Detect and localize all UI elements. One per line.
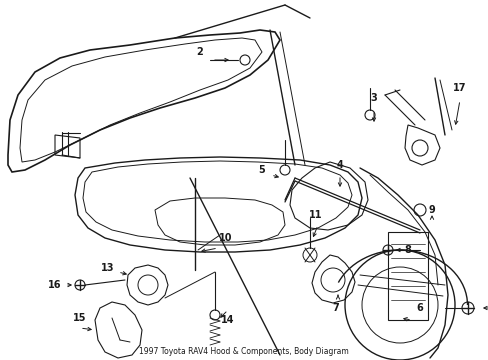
Text: 8: 8 — [404, 245, 410, 255]
Text: 11: 11 — [308, 210, 322, 220]
Text: 3: 3 — [370, 93, 377, 103]
Text: 14: 14 — [221, 315, 234, 325]
Text: 17: 17 — [452, 83, 466, 93]
Text: 9: 9 — [428, 205, 434, 215]
Text: 13: 13 — [101, 263, 115, 273]
Text: 4: 4 — [336, 160, 343, 170]
Text: 6: 6 — [416, 303, 423, 313]
Text: 15: 15 — [73, 313, 86, 323]
Text: 1997 Toyota RAV4 Hood & Components, Body Diagram: 1997 Toyota RAV4 Hood & Components, Body… — [139, 347, 348, 356]
Text: 2: 2 — [196, 47, 203, 57]
Text: 16: 16 — [48, 280, 61, 290]
Text: 7: 7 — [332, 303, 339, 313]
Text: 10: 10 — [219, 233, 232, 243]
Text: 5: 5 — [258, 165, 265, 175]
